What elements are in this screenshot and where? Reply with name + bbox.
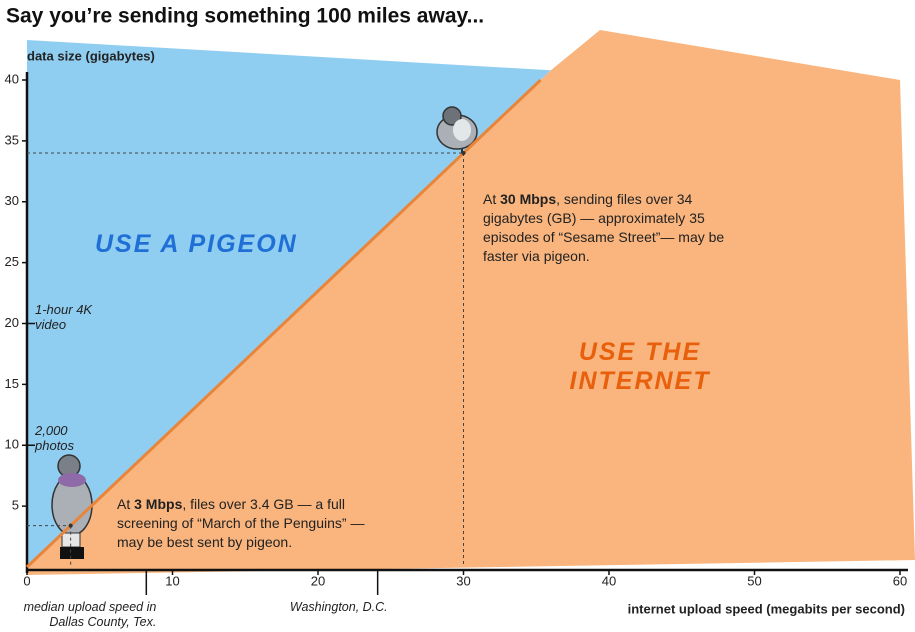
boundary-line (25, 78, 542, 569)
region-label: USE A PIGEON (95, 230, 298, 258)
y-tick-label: 15 (5, 376, 19, 391)
x-tick-label: 30 (456, 573, 470, 588)
callout-part: , files over 3.4 GB — a full screening o… (117, 496, 365, 550)
y-tick-label: 35 (5, 132, 19, 147)
y-tick-label: 10 (5, 437, 19, 452)
y-marker-label: 2,000 photos (35, 423, 75, 454)
callout-point (461, 151, 466, 156)
x-tick-label: 10 (165, 573, 179, 588)
y-tick-label: 5 (12, 498, 19, 513)
chart-title: Say you’re sending something 100 miles a… (6, 5, 484, 28)
callout-part: , sending files over 34 gigabytes (GB) —… (483, 191, 725, 264)
region-label: USE THE INTERNET (569, 338, 711, 395)
callout-text: At 30 Mbps, sending files over 34 gigaby… (483, 190, 748, 266)
pigeon-top (436, 106, 478, 156)
x-tick-label: 60 (893, 573, 907, 588)
y-tick-label: 30 (5, 193, 19, 208)
y-axis-title: data size (gigabytes) (27, 48, 155, 63)
callout-part: 30 Mbps (500, 191, 557, 207)
x-tick-label: 0 (23, 573, 30, 588)
x-tick-label: 50 (747, 573, 761, 588)
x-marker-label: Washington, D.C. (289, 600, 388, 614)
pigeon-bottom (51, 454, 93, 559)
region-internet (27, 30, 915, 575)
x-axis-title: internet upload speed (megabits per seco… (628, 601, 905, 616)
y-tick-label: 25 (5, 254, 19, 269)
y-marker-label: 1-hour 4K video (35, 301, 93, 332)
callout-part: At (483, 191, 501, 207)
x-marker-label: median upload speed in Dallas County, Te… (23, 600, 157, 629)
callout-part: At (117, 496, 135, 512)
x-tick-label: 40 (602, 573, 616, 588)
y-tick-label: 40 (5, 71, 19, 86)
callout-text: At 3 Mbps, files over 3.4 GB — a full sc… (117, 495, 392, 552)
callout-part: 3 Mbps (134, 496, 183, 512)
y-tick-label: 20 (5, 315, 19, 330)
x-tick-label: 20 (311, 573, 325, 588)
region-pigeon (27, 40, 551, 567)
callout-point (68, 523, 73, 528)
